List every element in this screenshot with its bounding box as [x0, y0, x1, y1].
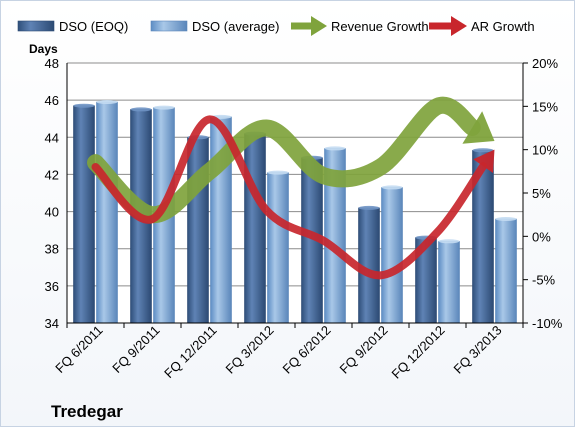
x-tick-label: FQ 9/2011 [109, 323, 162, 376]
bar-dso-average [381, 187, 403, 324]
bar-dso-average [96, 101, 118, 324]
bar-dso-eoq [244, 133, 266, 324]
bar-top-dso-eoq [358, 205, 380, 210]
bar-dso-average [438, 240, 460, 324]
legend-label-ar-growth: AR Growth [471, 19, 535, 34]
y-axis-title: Days [29, 42, 58, 56]
legend-arrowhead-ar-growth [451, 16, 467, 36]
y2-tick-label: 5% [532, 186, 551, 201]
x-tick-label: FQ 6/2012 [280, 323, 334, 377]
legend-label-revenue-growth: Revenue Growth [331, 19, 429, 34]
legend-label-dso-eoq: DSO (EOQ) [59, 19, 128, 34]
y2-tick-label: 10% [532, 143, 558, 158]
y-tick-label: 40 [45, 205, 59, 220]
legend-swatch-dso-average [150, 20, 188, 32]
legend: DSO (EOQ) DSO (average) Revenue Growth A… [17, 16, 535, 36]
bar-top-dso-average [495, 217, 517, 221]
y-tick-label: 34 [45, 316, 59, 331]
y-tick-label: 42 [45, 167, 59, 182]
bar-top-dso-average [381, 185, 403, 190]
bar-top-dso-eoq [73, 103, 95, 108]
company-name: Tredegar [51, 402, 123, 421]
bar-top-dso-average [267, 170, 289, 175]
y2-tick-label: 15% [532, 99, 558, 114]
y2-tick-label: 20% [532, 56, 558, 71]
y-tick-label: 36 [45, 279, 59, 294]
y-tick-label: 38 [45, 242, 59, 257]
y2-tick-label: 0% [532, 229, 551, 244]
legend-arrowhead-revenue-growth [311, 16, 327, 36]
bar-top-dso-eoq [472, 148, 494, 153]
bar-dso-average [267, 172, 289, 324]
bar-top-dso-eoq [130, 107, 152, 112]
bar-top-dso-average [324, 146, 346, 151]
plot-area: 48 46 44 42 40 38 36 34 20% 15% 10% 5% 0% -5% -10% FQ 6… [45, 56, 563, 382]
x-tick-label: FQ 3/2012 [223, 323, 277, 377]
x-tick-label: FQ 6/2011 [52, 323, 105, 376]
x-tick-label: FQ 12/2011 [161, 323, 219, 381]
y2-tick-label: -10% [532, 316, 563, 331]
line-ar-growth [91, 115, 488, 280]
legend-label-dso-average: DSO (average) [192, 19, 279, 34]
arrowhead-ar-growth [473, 149, 495, 173]
bar-top-dso-average [438, 239, 460, 244]
y-tick-label: 46 [45, 93, 59, 108]
y2-tick-label: -5% [532, 273, 556, 288]
bar-dso-average [495, 218, 517, 324]
legend-swatch-dso-eoq [17, 20, 55, 32]
x-tick-label: FQ 3/2013 [451, 323, 505, 377]
y-tick-label: 44 [45, 130, 59, 145]
x-tick-label: FQ 12/2012 [388, 323, 447, 382]
bar-dso-eoq [73, 105, 95, 324]
bar-top-dso-average [153, 105, 175, 110]
arrowhead-revenue-growth [462, 111, 495, 144]
bar-top-dso-average [96, 100, 118, 104]
x-tick-label: FQ 9/2012 [337, 323, 391, 377]
y-tick-label: 48 [45, 56, 59, 71]
